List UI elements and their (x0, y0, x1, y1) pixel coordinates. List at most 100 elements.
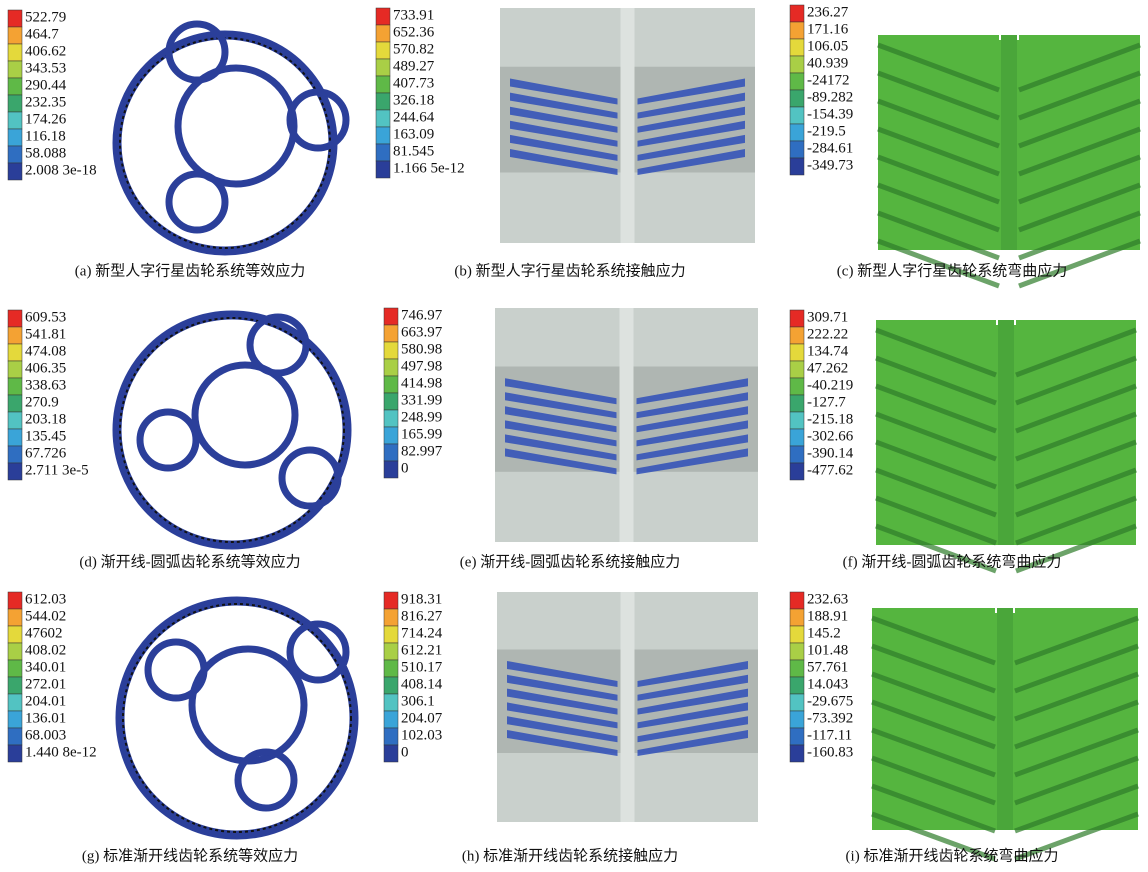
legend-swatch (384, 410, 398, 427)
legend-label: 464.7 (25, 26, 59, 42)
legend-swatch (8, 44, 22, 61)
legend-label: 918.31 (401, 591, 442, 607)
legend-swatch (790, 711, 804, 728)
legend-swatch (790, 107, 804, 124)
legend-swatch (790, 310, 804, 327)
legend-swatch (790, 609, 804, 626)
legend-label: -302.66 (807, 428, 854, 444)
panel: 612.03544.0247602408.02340.01272.01204.0… (8, 591, 354, 864)
legend-swatch (384, 444, 398, 461)
legend-swatch (790, 22, 804, 39)
legend-label: 272.01 (25, 676, 66, 692)
legend-label: 203.18 (25, 411, 66, 427)
legend-swatch (384, 393, 398, 410)
center-bar (997, 608, 1013, 830)
legend-label: -477.62 (807, 462, 853, 478)
legend-label: 414.98 (401, 375, 442, 391)
legend-swatch (8, 344, 22, 361)
legend-swatch (384, 308, 398, 325)
legend-label: -89.282 (807, 89, 853, 105)
caption: (e) 渐开线-圆弧齿轮系统接触应力 (460, 552, 680, 570)
legend-swatch (8, 728, 22, 745)
legend-label: 47.262 (807, 360, 848, 376)
caption: (h) 标准渐开线齿轮系统接触应力 (462, 846, 678, 864)
legend-label: 290.44 (25, 77, 67, 93)
legend-swatch (384, 359, 398, 376)
legend-label: -215.18 (807, 411, 853, 427)
legend-label: 338.63 (25, 377, 66, 393)
legend-label: 236.27 (807, 4, 849, 20)
legend-swatch (8, 378, 22, 395)
legend-swatch (790, 626, 804, 643)
panel: 918.31816.27714.24612.21510.17408.14306.… (384, 591, 758, 864)
legend-swatch (790, 5, 804, 22)
legend-swatch (8, 395, 22, 412)
legend-label: 40.939 (807, 55, 848, 71)
center-bar (620, 308, 634, 542)
legend-label: 489.27 (393, 58, 435, 74)
legend-swatch (790, 39, 804, 56)
legend-label: -29.675 (807, 693, 853, 709)
legend-swatch (384, 745, 398, 762)
legend-label: 136.01 (25, 710, 66, 726)
legend-label: 248.99 (401, 409, 442, 425)
legend-label: 1.166 5e-12 (393, 160, 465, 176)
legend-swatch (8, 146, 22, 163)
legend-swatch (376, 42, 390, 59)
panel: 232.63188.91145.2101.4857.76114.043-29.6… (790, 583, 1138, 864)
legend-label: 270.9 (25, 394, 59, 410)
legend-swatch (8, 129, 22, 146)
legend-label: 406.62 (25, 43, 66, 59)
legend-swatch (8, 163, 22, 180)
legend-swatch (790, 592, 804, 609)
legend-label: 2.711 3e-5 (25, 462, 89, 478)
legend-swatch (790, 361, 804, 378)
legend-swatch (384, 711, 398, 728)
caption: (a) 新型人字行星齿轮系统等效应力 (75, 261, 305, 279)
legend-label: -160.83 (807, 744, 853, 760)
legend-swatch (384, 643, 398, 660)
legend-swatch (376, 110, 390, 127)
legend-label: 612.21 (401, 642, 442, 658)
sun-gear (178, 68, 294, 184)
legend-label: 67.726 (25, 445, 67, 461)
panel: 236.27171.16106.0540.939-24172-89.282-15… (790, 4, 1140, 286)
legend-label: 244.64 (393, 109, 435, 125)
legend-label: 510.17 (401, 659, 443, 675)
legend-label: -284.61 (807, 140, 853, 156)
caption: (d) 渐开线-圆弧齿轮系统等效应力 (79, 552, 300, 570)
legend-label: -127.7 (807, 394, 846, 410)
legend-swatch (790, 446, 804, 463)
legend-swatch (376, 76, 390, 93)
legend-label: 2.008 3e-18 (25, 162, 97, 178)
legend-swatch (376, 59, 390, 76)
legend-swatch (8, 95, 22, 112)
legend-label: 204.01 (25, 693, 66, 709)
legend-swatch (384, 626, 398, 643)
planet-gear (290, 92, 346, 148)
legend-swatch (384, 427, 398, 444)
legend-label: 340.01 (25, 659, 66, 675)
legend-swatch (384, 694, 398, 711)
caption: (c) 新型人字行星齿轮系统弯曲应力 (837, 261, 1067, 279)
legend-label: 406.35 (25, 360, 66, 376)
legend-label: 331.99 (401, 392, 442, 408)
legend-label: 816.27 (401, 608, 443, 624)
legend-label: 171.16 (807, 21, 849, 37)
sun-gear (192, 649, 304, 761)
legend-swatch (384, 660, 398, 677)
legend-label: 81.545 (393, 143, 434, 159)
legend-label: 0 (401, 460, 409, 476)
legend-swatch (8, 609, 22, 626)
caption: (b) 新型人字行星齿轮系统接触应力 (454, 261, 685, 279)
legend-swatch (384, 609, 398, 626)
legend-label: 188.91 (807, 608, 848, 624)
legend-swatch (790, 745, 804, 762)
legend-swatch (8, 61, 22, 78)
legend-label: 145.2 (807, 625, 841, 641)
legend-swatch (376, 8, 390, 25)
legend-swatch (384, 461, 398, 478)
center-bar (1001, 35, 1017, 250)
legend-swatch (8, 327, 22, 344)
legend-label: 326.18 (393, 92, 434, 108)
